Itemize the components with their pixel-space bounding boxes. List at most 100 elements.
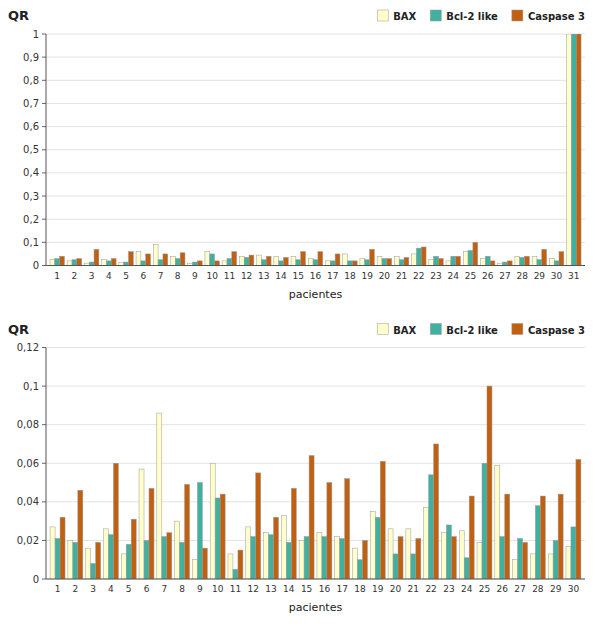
x-tick-label: 14	[283, 584, 295, 594]
grid-line	[46, 579, 585, 580]
y-axis-label: QR	[8, 322, 29, 337]
x-tick-label: 11	[224, 271, 235, 281]
x-tick-label: 17	[327, 271, 338, 281]
bar	[238, 550, 243, 579]
bar	[548, 554, 553, 579]
x-tick-label: 2	[72, 584, 78, 594]
bar	[566, 546, 571, 579]
bar	[73, 542, 78, 579]
y-tick	[42, 80, 46, 81]
bar	[96, 542, 101, 579]
bar	[210, 254, 215, 266]
bar	[500, 537, 505, 579]
grid-line	[46, 463, 585, 464]
bar	[416, 538, 421, 579]
x-tick-label: 22	[425, 584, 436, 594]
bar	[377, 256, 382, 265]
bar	[468, 250, 473, 265]
x-tick-label: 9	[192, 271, 198, 281]
bar	[78, 490, 83, 579]
x-tick-label: 9	[197, 584, 203, 594]
y-tick-label: 1	[33, 29, 39, 40]
y-tick	[42, 34, 46, 35]
bar	[60, 517, 65, 579]
x-tick-label: 4	[106, 271, 112, 281]
bar	[382, 259, 387, 266]
bar	[365, 260, 370, 266]
x-tick-label: 23	[430, 271, 441, 281]
x-tick-label: 29	[534, 271, 546, 281]
bar	[421, 247, 426, 266]
bar	[387, 259, 392, 266]
bar	[535, 506, 540, 579]
bar	[163, 254, 168, 266]
bar	[340, 538, 345, 579]
bar	[429, 260, 434, 266]
bar	[158, 260, 163, 266]
bar	[525, 256, 530, 265]
legend: Caspase 3Bcl-2 likeBAX	[377, 10, 585, 22]
bar	[370, 249, 375, 265]
bar	[542, 249, 547, 265]
x-tick-label: 6	[144, 584, 150, 594]
bar	[503, 262, 508, 265]
bar	[380, 461, 385, 579]
bar	[404, 257, 409, 265]
bar	[424, 508, 429, 579]
bar	[286, 542, 291, 579]
bar	[72, 260, 77, 266]
bar	[553, 540, 558, 579]
y-axis-label: QR	[8, 8, 29, 23]
x-tick-label: 10	[212, 584, 224, 594]
bar	[299, 540, 304, 579]
bar	[128, 252, 133, 266]
x-tick-label: 8	[175, 271, 181, 281]
y-tick-label: 0,3	[23, 191, 39, 202]
bar	[434, 256, 439, 265]
bar	[197, 261, 202, 266]
y-tick	[42, 463, 46, 464]
bar	[67, 261, 72, 266]
bar	[149, 488, 154, 579]
bar	[513, 560, 518, 579]
legend-swatch	[377, 10, 388, 21]
bar	[197, 483, 202, 579]
bar	[261, 260, 266, 266]
y-tick	[42, 579, 46, 580]
x-tick-label: 30	[568, 584, 580, 594]
x-tick-label: 27	[499, 271, 510, 281]
bar	[274, 256, 279, 265]
x-tick-label: 1	[55, 584, 61, 594]
x-tick-label: 15	[293, 271, 304, 281]
bar	[269, 535, 274, 579]
x-tick-label: 14	[275, 271, 287, 281]
bar	[232, 252, 237, 266]
y-tick	[42, 424, 46, 425]
bar	[246, 527, 251, 579]
bar	[394, 256, 399, 265]
legend-swatch	[512, 324, 523, 335]
bar	[146, 254, 151, 266]
grid-line	[46, 265, 585, 266]
x-tick-label: 19	[372, 584, 384, 594]
bar	[55, 538, 60, 579]
x-tick-label: 6	[140, 271, 146, 281]
bar	[167, 533, 172, 579]
bar	[406, 529, 411, 579]
bar	[106, 261, 111, 266]
bar	[91, 564, 96, 579]
bar	[429, 475, 434, 579]
bar	[357, 560, 362, 579]
bar	[353, 548, 358, 579]
bar	[375, 517, 380, 579]
y-tick	[42, 242, 46, 243]
legend: Caspase 3Bcl-2 likeBAX	[377, 324, 585, 336]
bar	[576, 459, 581, 579]
bar	[485, 256, 490, 265]
bar	[335, 537, 340, 579]
x-tick-label: 3	[90, 584, 96, 594]
bar	[193, 262, 198, 265]
y-tick-label: 0,8	[23, 75, 39, 86]
bar	[157, 413, 162, 579]
x-tick-label: 20	[379, 271, 391, 281]
